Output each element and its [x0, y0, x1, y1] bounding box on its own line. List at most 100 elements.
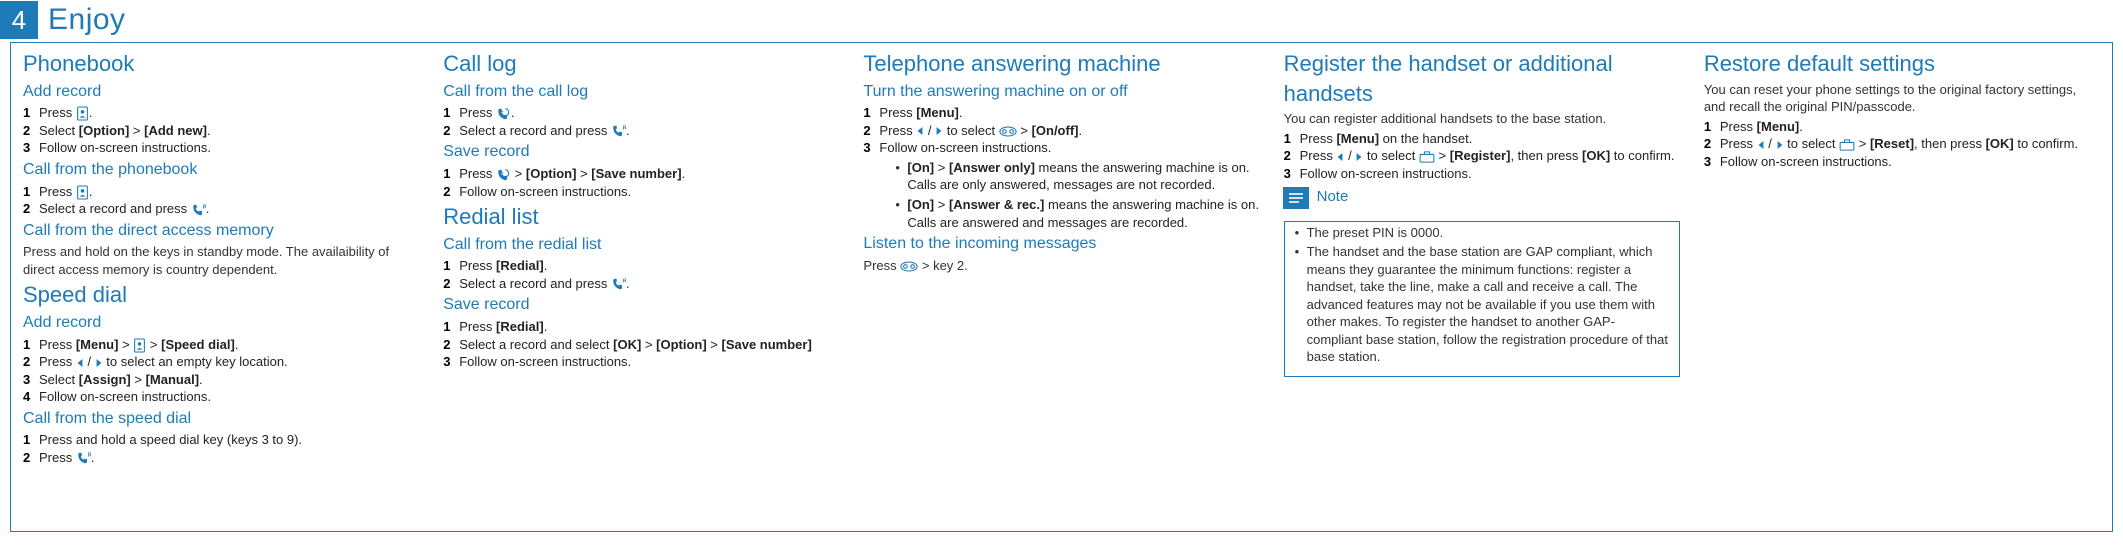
step-text: .	[626, 276, 630, 291]
step-text: to select an empty key location.	[103, 354, 288, 369]
opt: [Option]	[79, 123, 130, 138]
calllog-save-steps: 1Press > [Option] > [Save number]. 2Foll…	[443, 165, 839, 200]
column-tam: Telephone answering machine Turn the ans…	[851, 43, 1271, 531]
opt: [OK]	[613, 337, 641, 352]
speed-callfrom-title: Call from the speed dial	[23, 408, 419, 430]
step-text: Press	[1300, 148, 1337, 163]
redial-callfrom-title: Call from the redial list	[443, 234, 839, 256]
step-text: to select	[1784, 136, 1840, 151]
step-text: /	[84, 354, 95, 369]
step-text: Follow on-screen instructions.	[1720, 154, 1892, 169]
step-text: /	[1765, 136, 1776, 151]
opt: [Answer only]	[949, 160, 1035, 175]
column-calllog-redial: Call log Call from the call log 1Press .…	[431, 43, 851, 531]
step-text: Press	[1720, 136, 1757, 151]
note-item: The preset PIN is 0000.	[1295, 224, 1669, 242]
tam-icon	[900, 261, 918, 272]
step-text: Press	[1300, 131, 1337, 146]
left-arrow-icon	[76, 358, 84, 368]
column-register: Register the handset or additional hands…	[1272, 43, 1692, 531]
step-text: Press	[39, 337, 76, 352]
redial-save-steps: 1Press [Redial]. 2Select a record and se…	[443, 318, 839, 371]
phonebook-callfrom-steps: 1Press . 2Select a record and press .	[23, 183, 419, 218]
step-text: Press and hold a speed dial key (keys 3 …	[39, 432, 302, 447]
opt: [Speed dial]	[161, 337, 235, 352]
step-text: Follow on-screen instructions.	[459, 184, 631, 199]
page-number-badge: 4	[0, 1, 38, 39]
tam-turn-steps: 1Press [Menu]. 2Press / to select > [On/…	[863, 104, 1259, 231]
opt: [On]	[907, 197, 934, 212]
step-text: Follow on-screen instructions.	[39, 140, 211, 155]
step-text: Press	[39, 184, 76, 199]
step-text: >	[146, 337, 161, 352]
opt: [Option]	[526, 166, 577, 181]
register-title: Register the handset or additional hands…	[1284, 49, 1680, 108]
step-text: Press	[459, 258, 496, 273]
step-text: Press	[459, 105, 496, 120]
step-text: on the handset.	[1379, 131, 1472, 146]
tam-listen-title: Listen to the incoming messages	[863, 233, 1259, 255]
redial-callfrom-steps: 1Press [Redial]. 2Select a record and pr…	[443, 257, 839, 292]
restore-steps: 1Press [Menu]. 2Press / to select > [Res…	[1704, 118, 2100, 171]
step-text: >	[1435, 148, 1450, 163]
note-box: The preset PIN is 0000. The handset and …	[1284, 221, 1680, 377]
step-text: .	[235, 337, 239, 352]
calllog-callfrom-steps: 1Press . 2Select a record and press .	[443, 104, 839, 139]
speed-add-steps: 1Press [Menu] > > [Speed dial]. 2Press /…	[23, 336, 419, 406]
opt: [On/off]	[1032, 123, 1079, 138]
call-icon	[611, 277, 626, 291]
opt: [OK]	[1582, 148, 1610, 163]
call-icon	[191, 203, 206, 217]
right-arrow-icon	[935, 126, 943, 136]
step-text: .	[89, 105, 93, 120]
step-text: /	[924, 123, 935, 138]
right-arrow-icon	[95, 358, 103, 368]
note-header: Note	[1284, 185, 1680, 213]
settings-icon	[1419, 151, 1435, 163]
call-icon	[611, 124, 626, 138]
redial-title: Redial list	[443, 202, 839, 232]
phonebook-icon	[76, 185, 89, 200]
step-text: /	[1344, 148, 1355, 163]
opt: [Menu]	[916, 105, 959, 120]
restore-title: Restore default settings	[1704, 49, 2100, 79]
opt: [Redial]	[496, 319, 544, 334]
tam-icon	[999, 126, 1017, 137]
opt: [Answer & rec.]	[949, 197, 1044, 212]
opt: [Register]	[1450, 148, 1511, 163]
opt: [Save number]	[591, 166, 681, 181]
phonebook-title: Phonebook	[23, 49, 419, 79]
step-text: .	[1078, 123, 1082, 138]
step-text: >	[707, 337, 722, 352]
opt: [Menu]	[76, 337, 119, 352]
step-text: to confirm.	[2014, 136, 2078, 151]
opt: [Assign]	[79, 372, 131, 387]
step-text: Select	[39, 123, 79, 138]
page-header: 4 Enjoy	[0, 0, 2123, 40]
register-body: You can register additional handsets to …	[1284, 110, 1680, 128]
step-text: Follow on-screen instructions.	[39, 389, 211, 404]
register-steps: 1Press [Menu] on the handset. 2Press / t…	[1284, 130, 1680, 183]
step-text: Follow on-screen instructions.	[459, 354, 631, 369]
note-item: The handset and the base station are GAP…	[1295, 243, 1669, 366]
opt: [Menu]	[1757, 119, 1800, 134]
step-text: >	[934, 197, 949, 212]
opt: [Option]	[656, 337, 707, 352]
content-panel: Phonebook Add record 1Press . 2Select [O…	[10, 42, 2113, 532]
speed-add-title: Add record	[23, 312, 419, 334]
settings-icon	[1839, 139, 1855, 151]
note-icon	[1283, 187, 1309, 209]
step-text: .	[199, 372, 203, 387]
step-text: >	[131, 372, 146, 387]
step-text: > key 2.	[918, 258, 968, 273]
step-text: >	[641, 337, 656, 352]
redial-save-title: Save record	[443, 294, 839, 316]
calllog-callfrom-title: Call from the call log	[443, 81, 839, 103]
step-text: Select a record and press	[459, 123, 611, 138]
step-text: Press	[459, 166, 496, 181]
step-text: Select a record and press	[39, 201, 191, 216]
restore-body: You can reset your phone settings to the…	[1704, 81, 2100, 116]
tam-listen-body: Press > key 2.	[863, 257, 1259, 275]
tam-bullets: [On] > [Answer only] means the answering…	[895, 159, 1259, 231]
opt: [Reset]	[1870, 136, 1914, 151]
